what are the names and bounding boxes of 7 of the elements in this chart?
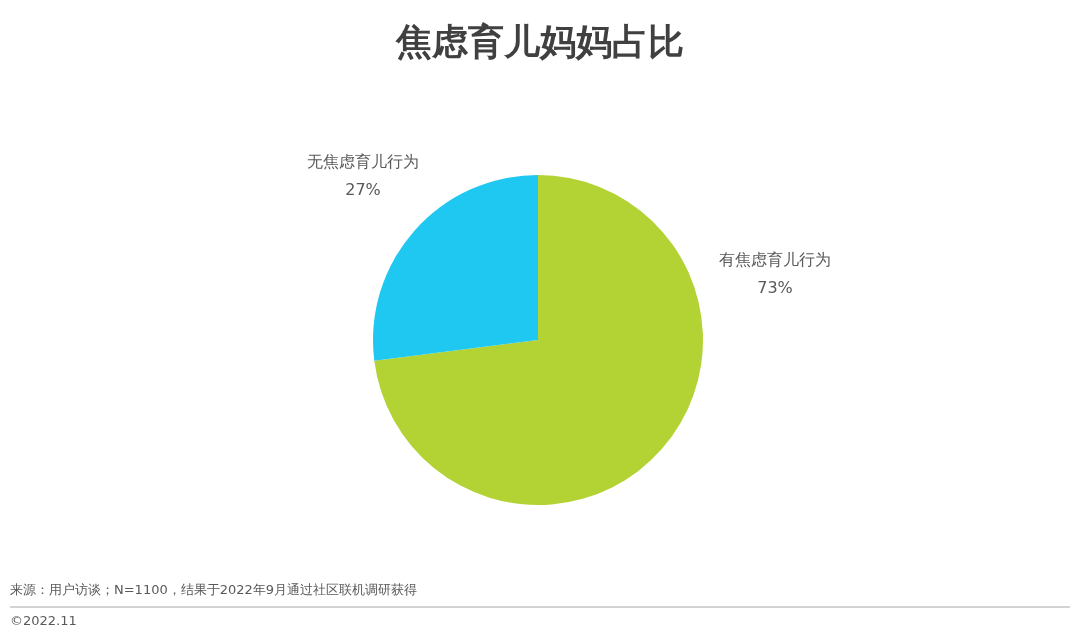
source-note: 来源：用户访谈；N=1100，结果于2022年9月通过社区联机调研获得: [10, 582, 418, 597]
slice-label: 无焦虑育儿行为: [307, 152, 419, 171]
chart-title: 焦虑育儿妈妈占比: [395, 21, 684, 62]
text: ©2022.11: [10, 613, 77, 628]
data-label: 27%: [345, 180, 381, 199]
slice-label: 有焦虑育儿行为: [719, 250, 831, 269]
data-label: 73%: [757, 278, 793, 297]
